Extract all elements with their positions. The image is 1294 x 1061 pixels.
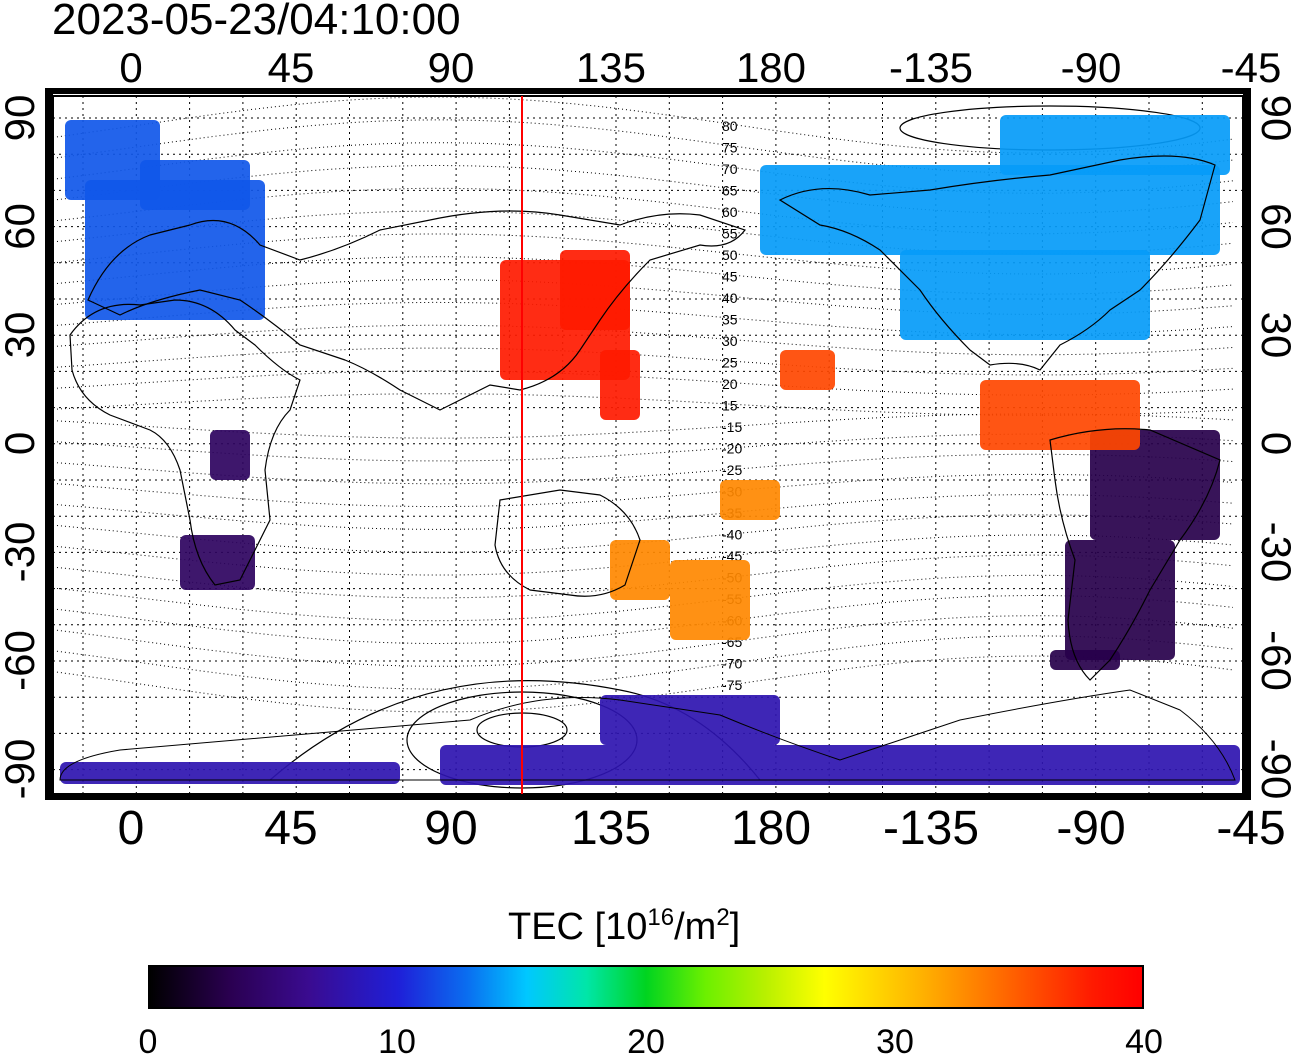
contour-label: 35 xyxy=(722,312,738,328)
lat-tick-left: -30 xyxy=(0,522,43,583)
lon-tick-bottom: -45 xyxy=(1216,802,1285,855)
contour-label: 45 xyxy=(722,269,738,285)
lon-tick-top: 135 xyxy=(576,44,646,91)
tec-patch-antarctica xyxy=(600,695,780,745)
contour-line xyxy=(53,348,1233,375)
contour-label: -25 xyxy=(722,462,742,478)
tec-patch-east-asia xyxy=(560,250,630,330)
contour-label: -20 xyxy=(722,441,742,457)
tec-patch-north-america xyxy=(1000,115,1230,175)
colorbar-tick: 20 xyxy=(627,1024,665,1060)
lat-tick-right: -60 xyxy=(1253,630,1294,691)
tec-patch-europe xyxy=(140,160,250,210)
lat-tick-right: 90 xyxy=(1253,95,1294,142)
lat-tick-right: 0 xyxy=(1253,432,1294,455)
lon-tick-bottom: 0 xyxy=(118,802,145,855)
tec-map: 8075706560555045403530252015-15-20-25-30… xyxy=(0,0,1294,890)
lon-tick-bottom: 180 xyxy=(731,802,811,855)
lon-tick-top: -45 xyxy=(1221,44,1282,91)
lat-tick-right: -90 xyxy=(1253,739,1294,800)
contour-label: 75 xyxy=(722,140,738,156)
lat-tick-right: 30 xyxy=(1253,312,1294,359)
tec-colorbar xyxy=(148,965,1144,1009)
contour-label: 70 xyxy=(722,161,738,177)
lon-tick-top: -135 xyxy=(889,44,973,91)
tec-patch-antarctica xyxy=(60,762,400,784)
tec-patch-east-asia xyxy=(600,350,640,420)
colorbar-tick: 40 xyxy=(1125,1024,1163,1060)
lon-tick-bottom: -90 xyxy=(1056,802,1125,855)
contour-line xyxy=(53,495,1233,530)
lat-tick-left: 90 xyxy=(0,95,43,142)
lon-tick-top: 90 xyxy=(428,44,475,91)
contour-label: -15 xyxy=(722,419,742,435)
colorbar-title-end: ] xyxy=(730,906,741,948)
tec-patch-central-america xyxy=(980,380,1140,450)
colorbar-title-main: TEC [10 xyxy=(508,906,647,948)
contour-label: 20 xyxy=(722,376,738,392)
contour-label: -70 xyxy=(722,656,742,672)
lat-tick-right: -30 xyxy=(1253,522,1294,583)
lat-tick-left: 60 xyxy=(0,203,43,250)
contour-label: 25 xyxy=(722,355,738,371)
tec-patch-australia xyxy=(720,480,780,520)
tec-patch-north-america xyxy=(760,165,1220,255)
colorbar-tick: 0 xyxy=(139,1024,158,1060)
tec-patch-australia xyxy=(610,540,670,600)
colorbar-title-exponent: 16 xyxy=(647,904,674,931)
lon-tick-bottom: 45 xyxy=(264,802,317,855)
contour-label: 30 xyxy=(722,333,738,349)
tec-patch-central-america xyxy=(780,350,835,390)
colorbar-title: TEC [1016/m2] xyxy=(508,905,740,949)
tec-patch-north-america xyxy=(900,250,1150,340)
colorbar-title-exponent-2: 2 xyxy=(716,904,729,931)
colorbar-tick: 10 xyxy=(378,1024,416,1060)
contour-label: 15 xyxy=(722,398,738,414)
tec-patch-antarctica xyxy=(440,745,1240,785)
lon-tick-bottom: 90 xyxy=(424,802,477,855)
tec-data-patches xyxy=(60,115,1240,785)
tec-patch-australia xyxy=(670,560,750,640)
lat-tick-left: -90 xyxy=(0,739,43,800)
contour-label: 40 xyxy=(722,290,738,306)
lon-tick-bottom: 135 xyxy=(571,802,651,855)
lon-tick-bottom: -135 xyxy=(883,802,979,855)
lat-tick-left: 0 xyxy=(0,432,43,455)
tec-patch-south-america xyxy=(1065,540,1175,660)
colorbar-title-unit: /m xyxy=(674,906,716,948)
lon-tick-top: 0 xyxy=(119,44,142,91)
contour-label: 60 xyxy=(722,204,738,220)
contour-label: 50 xyxy=(722,247,738,263)
lon-tick-top: -90 xyxy=(1061,44,1122,91)
contour-label: -75 xyxy=(722,677,742,693)
lat-tick-left: 30 xyxy=(0,312,43,359)
colorbar-tick: 30 xyxy=(876,1024,914,1060)
tec-patch-africa-south xyxy=(210,430,250,480)
tec-patch-africa-south xyxy=(180,535,255,590)
lon-tick-top: 180 xyxy=(736,44,806,91)
contour-label: 80 xyxy=(722,118,738,134)
lat-tick-right: 60 xyxy=(1253,203,1294,250)
contour-label: -40 xyxy=(722,527,742,543)
lon-tick-top: 45 xyxy=(268,44,315,91)
lat-tick-left: -60 xyxy=(0,630,43,691)
contour-label: 65 xyxy=(722,183,738,199)
